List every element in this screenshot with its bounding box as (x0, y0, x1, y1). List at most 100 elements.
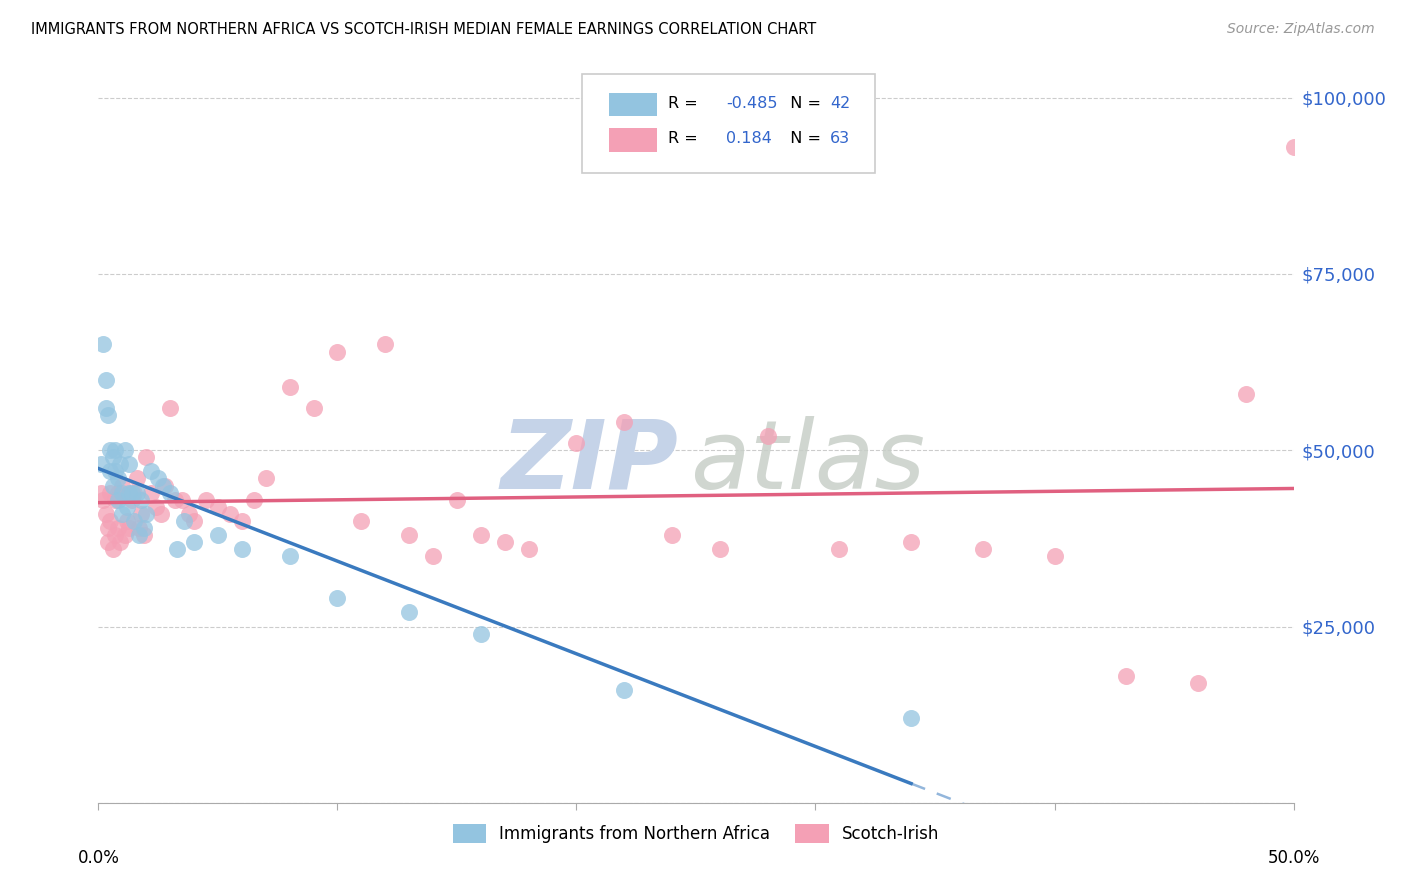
Point (756, 429, 779, 443)
Point (125, 485, 148, 500)
Point (107, 485, 129, 500)
Point (111, 507, 134, 521)
Point (104, 443, 127, 458)
Text: R =: R = (668, 131, 703, 146)
Point (101, 450, 124, 465)
Point (139, 485, 162, 500)
Point (128, 528, 150, 542)
Point (173, 514, 195, 528)
Text: 63: 63 (830, 131, 851, 146)
Point (1043, 549, 1066, 563)
Point (132, 528, 155, 542)
FancyBboxPatch shape (582, 73, 875, 173)
Point (115, 500, 138, 514)
Text: 0.184: 0.184 (725, 131, 772, 146)
Point (517, 541, 540, 556)
Point (101, 541, 124, 556)
Point (135, 507, 157, 521)
Point (231, 541, 253, 556)
Point (94, 401, 117, 415)
Point (494, 535, 516, 549)
Point (98, 485, 122, 500)
Point (104, 492, 127, 507)
Point (326, 344, 349, 359)
Point (326, 591, 349, 606)
Point (135, 450, 157, 465)
Point (132, 521, 155, 535)
Text: IMMIGRANTS FROM NORTHERN AFRICA VS SCOTCH-IRISH MEDIAN FEMALE EARNINGS CORRELATI: IMMIGRANTS FROM NORTHERN AFRICA VS SCOTC… (31, 22, 815, 37)
Point (661, 528, 683, 542)
Point (118, 521, 141, 535)
Point (111, 485, 134, 500)
Point (107, 471, 129, 485)
FancyBboxPatch shape (609, 128, 657, 152)
Text: R =: R = (668, 95, 703, 111)
Point (91, 337, 114, 351)
Point (90, 458, 112, 472)
Point (470, 626, 492, 640)
Point (254, 471, 277, 485)
Point (155, 478, 177, 492)
Point (166, 541, 188, 556)
Point (350, 514, 373, 528)
Legend: Immigrants from Northern Africa, Scotch-Irish: Immigrants from Northern Africa, Scotch-… (446, 817, 946, 850)
Point (613, 683, 636, 698)
Point (149, 507, 172, 521)
Point (131, 507, 153, 521)
Point (148, 471, 170, 485)
Point (125, 471, 148, 485)
Text: N =: N = (779, 131, 825, 146)
Point (101, 478, 124, 492)
Point (145, 500, 167, 514)
Point (97, 521, 120, 535)
Point (207, 528, 229, 542)
Point (470, 528, 492, 542)
Point (128, 521, 150, 535)
Point (1115, 669, 1137, 683)
Point (374, 337, 396, 351)
Point (565, 436, 588, 450)
Point (98, 443, 122, 458)
Point (900, 535, 922, 549)
Point (828, 541, 851, 556)
Point (90, 485, 112, 500)
Point (114, 443, 136, 458)
Point (446, 492, 468, 507)
Text: 42: 42 (830, 95, 851, 111)
Point (179, 507, 201, 521)
Text: Source: ZipAtlas.com: Source: ZipAtlas.com (1227, 22, 1375, 37)
Point (302, 401, 325, 415)
Point (900, 711, 922, 725)
Point (613, 415, 636, 429)
Point (108, 535, 131, 549)
Point (398, 606, 420, 620)
Point (183, 514, 205, 528)
Point (139, 464, 162, 478)
Point (121, 492, 143, 507)
Point (709, 541, 731, 556)
Point (972, 541, 994, 556)
Point (172, 492, 194, 507)
Text: ZIP: ZIP (501, 416, 678, 508)
Point (94, 507, 117, 521)
Point (195, 492, 218, 507)
Point (121, 485, 143, 500)
Point (1282, 140, 1305, 154)
Point (104, 464, 127, 478)
Text: 50.0%: 50.0% (1267, 848, 1320, 867)
Point (111, 478, 134, 492)
Point (131, 492, 153, 507)
Point (207, 500, 229, 514)
Point (231, 514, 253, 528)
Point (91, 492, 114, 507)
Point (1187, 676, 1209, 690)
Point (398, 528, 420, 542)
Point (159, 401, 181, 415)
Point (152, 478, 174, 492)
Point (278, 549, 301, 563)
Point (159, 485, 181, 500)
Point (94, 373, 117, 387)
Point (219, 507, 242, 521)
Point (108, 458, 131, 472)
Point (115, 514, 138, 528)
